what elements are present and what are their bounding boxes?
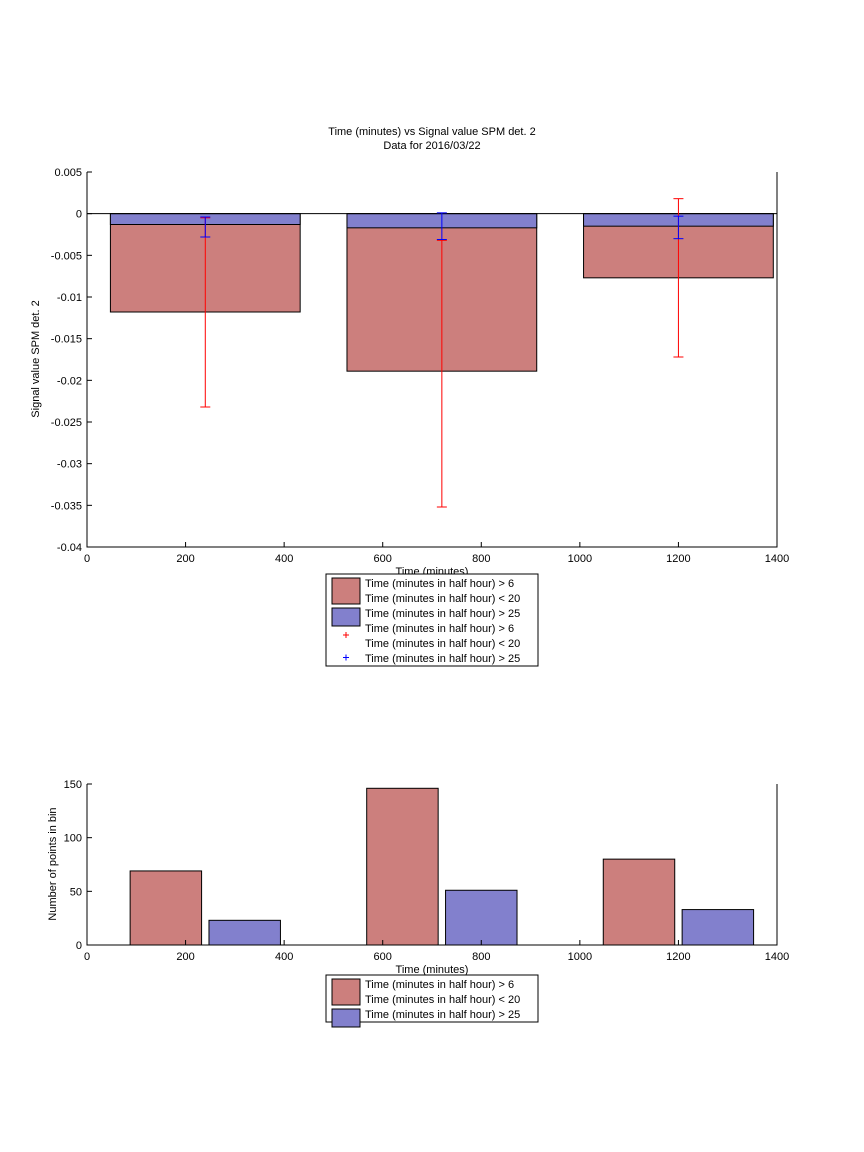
x-axis-label: Time (minutes) xyxy=(396,964,469,976)
y-tick-label: -0.04 xyxy=(57,542,82,554)
legend-swatch xyxy=(331,978,361,1006)
x-tick-label: 0 xyxy=(84,553,90,565)
y-tick-label: 50 xyxy=(70,886,82,898)
chart-subtitle: Data for 2016/03/22 xyxy=(383,140,480,152)
x-axis-ticks: 0 200 400 600 800 1000 1200 1400 xyxy=(84,542,789,565)
count-chart: 0 200 400 600 800 1000 1200 1400 0 50 100 150 Time… xyxy=(47,779,789,1028)
signal-chart: Time (minutes) vs Signal value SPM det. … xyxy=(30,126,789,667)
bar xyxy=(208,919,281,946)
y-tick-label: 100 xyxy=(64,833,82,845)
y-tick-label: -0.025 xyxy=(51,417,82,429)
legend-box xyxy=(325,974,539,1023)
x-tick-label: 1200 xyxy=(666,553,690,565)
x-tick-label: 600 xyxy=(374,951,392,963)
x-tick-label: 1200 xyxy=(666,951,690,963)
bar xyxy=(602,858,676,946)
bar xyxy=(681,909,755,946)
x-tick-label: 400 xyxy=(275,553,293,565)
legend-label: Time (minutes in half hour) > 25 xyxy=(365,1009,520,1021)
y-axis-label: Number of points in bin xyxy=(47,807,59,920)
x-tick-label: 800 xyxy=(472,553,490,565)
x-tick-label: 1400 xyxy=(765,951,789,963)
y-axis-label: Signal value SPM det. 2 xyxy=(30,300,42,417)
x-tick-label: 1400 xyxy=(765,553,789,565)
bar xyxy=(445,889,518,946)
chart-title: Time (minutes) vs Signal value SPM det. … xyxy=(328,126,535,138)
bar xyxy=(129,870,203,946)
legend-marker xyxy=(343,632,349,638)
y-tick-label: -0.02 xyxy=(57,375,82,387)
y-tick-label: 0.005 xyxy=(54,167,82,179)
bar xyxy=(366,787,439,946)
y-tick-label: -0.01 xyxy=(57,292,82,304)
y-tick-label: 0 xyxy=(76,209,82,221)
legend-label: Time (minutes in half hour) > 6 xyxy=(365,578,514,590)
x-tick-label: 800 xyxy=(472,951,490,963)
x-tick-label: 0 xyxy=(84,951,90,963)
y-tick-label: -0.03 xyxy=(57,459,82,471)
y-tick-label: -0.015 xyxy=(51,334,82,346)
y-tick-label: -0.005 xyxy=(51,250,82,262)
y-tick-label: 150 xyxy=(64,779,82,791)
legend-label: Time (minutes in half hour) < 20 xyxy=(365,994,520,1006)
legend-swatch xyxy=(331,1008,361,1028)
y-tick-label: 0 xyxy=(76,940,82,952)
count-bars xyxy=(129,787,755,946)
legend-marker xyxy=(343,654,349,661)
x-tick-label: 1000 xyxy=(568,553,592,565)
x-axis-ticks: 0 200 400 600 800 1000 1200 1400 xyxy=(84,940,789,963)
legend-label: Time (minutes in half hour) > 25 xyxy=(365,608,520,620)
x-tick-label: 200 xyxy=(176,553,194,565)
legend-label: Time (minutes in half hour) > 6 xyxy=(365,623,514,635)
x-tick-label: 200 xyxy=(176,951,194,963)
legend-swatch xyxy=(331,607,361,627)
signal-legend: Time (minutes in half hour) > 6 Time (min… xyxy=(325,573,539,667)
legend-label: Time (minutes in half hour) < 20 xyxy=(365,593,520,605)
y-tick-label: -0.035 xyxy=(51,500,82,512)
legend-label: Time (minutes in half hour) < 20 xyxy=(365,638,520,650)
x-tick-label: 400 xyxy=(275,951,293,963)
legend-swatch xyxy=(331,577,361,605)
legend-label: Time (minutes in half hour) > 6 xyxy=(365,979,514,991)
y-axis-ticks: 0.005 0 -0.005 -0.01 -0.015 -0.02 -0.025 -0.03 -… xyxy=(51,167,92,554)
x-tick-label: 1000 xyxy=(568,951,592,963)
signal-error-bars xyxy=(200,198,684,508)
legend-box xyxy=(325,573,539,667)
x-tick-label: 600 xyxy=(374,553,392,565)
y-axis-ticks: 0 50 100 150 xyxy=(64,779,92,952)
legend-label: Time (minutes in half hour) > 25 xyxy=(365,653,520,665)
count-legend: Time (minutes in half hour) > 6 Time (min… xyxy=(325,974,539,1028)
